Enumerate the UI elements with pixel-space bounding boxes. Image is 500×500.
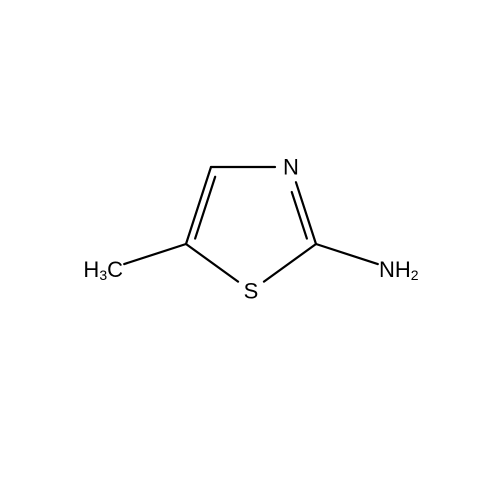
bonds-layer	[124, 167, 378, 282]
ring-nitrogen-label: N	[283, 155, 299, 180]
amine-label: NH2	[379, 257, 419, 284]
methyl-label: H3C	[83, 257, 123, 284]
labels-layer: S N H3C NH2	[83, 155, 418, 304]
molecule-diagram: S N H3C NH2	[0, 0, 500, 500]
sulfur-label: S	[244, 279, 259, 304]
